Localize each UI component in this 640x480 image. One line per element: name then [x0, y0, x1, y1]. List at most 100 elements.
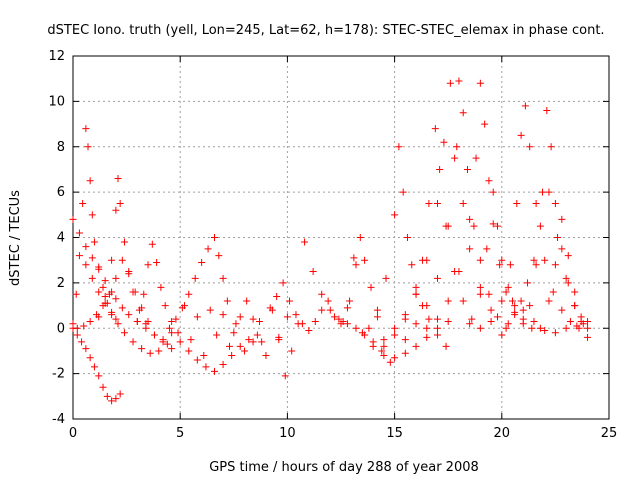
data-point: [453, 143, 461, 151]
data-point: [279, 279, 287, 287]
data-point: [536, 324, 544, 332]
data-point: [165, 324, 173, 332]
data-point: [243, 297, 251, 305]
data-point: [504, 320, 512, 328]
data-point: [506, 261, 514, 269]
data-point: [566, 317, 574, 325]
data-point: [311, 317, 319, 325]
data-point: [423, 333, 431, 341]
series-12: [273, 254, 358, 335]
data-point: [161, 302, 169, 310]
data-point: [350, 254, 358, 262]
data-point: [433, 199, 441, 207]
data-point: [324, 297, 332, 305]
data-point: [489, 220, 497, 228]
data-point: [241, 347, 249, 355]
data-point: [318, 290, 326, 298]
data-point: [103, 392, 111, 400]
data-point: [433, 324, 441, 332]
data-point: [517, 297, 525, 305]
series-10: [180, 302, 291, 359]
data-point: [155, 347, 163, 355]
series-24: [526, 106, 592, 341]
series-9: [168, 329, 261, 375]
data-point: [198, 258, 206, 266]
data-point: [129, 338, 137, 346]
data-point: [378, 347, 386, 355]
data-point: [425, 199, 433, 207]
data-point: [125, 268, 133, 276]
data-point: [256, 317, 264, 325]
data-point: [412, 283, 420, 291]
data-point: [288, 347, 296, 355]
data-point: [283, 313, 291, 321]
data-point: [275, 336, 283, 344]
data-point: [236, 342, 244, 350]
data-point: [519, 306, 527, 314]
data-point: [369, 342, 377, 350]
data-point: [84, 143, 92, 151]
data-point: [101, 299, 109, 307]
data-point: [343, 320, 351, 328]
data-point: [386, 358, 394, 366]
data-point: [470, 222, 478, 230]
series-26: [509, 297, 592, 337]
data-point: [532, 261, 540, 269]
data-point: [476, 290, 484, 298]
y-tick-label: 8: [57, 140, 65, 155]
x-tick-label: 5: [176, 426, 184, 441]
data-point: [423, 302, 431, 310]
data-point: [526, 302, 534, 310]
data-point: [571, 288, 579, 296]
data-point: [343, 304, 351, 312]
data-point: [401, 349, 409, 357]
data-point: [440, 138, 448, 146]
data-point: [513, 199, 521, 207]
data-point: [140, 290, 148, 298]
data-point: [528, 324, 536, 332]
data-point: [444, 317, 452, 325]
data-point: [558, 245, 566, 253]
data-point: [82, 125, 90, 133]
data-point: [118, 304, 126, 312]
data-point: [412, 290, 420, 298]
data-point: [530, 256, 538, 264]
data-point: [431, 125, 439, 133]
data-point: [202, 363, 210, 371]
x-axis-label: GPS time / hours of day 288 of year 2008: [209, 460, 479, 475]
data-point: [361, 256, 369, 264]
data-point: [519, 315, 527, 323]
data-point: [168, 329, 176, 337]
data-point: [551, 199, 559, 207]
data-point: [511, 311, 519, 319]
data-point: [153, 258, 161, 266]
data-point: [75, 229, 83, 237]
data-point: [191, 274, 199, 282]
data-point: [129, 288, 137, 296]
data-point: [412, 342, 420, 350]
data-point: [99, 283, 107, 291]
data-point: [584, 324, 592, 332]
data-point: [463, 165, 471, 173]
data-point: [433, 315, 441, 323]
data-point: [451, 154, 459, 162]
data-point: [133, 317, 141, 325]
data-point: [108, 256, 116, 264]
data-point: [159, 338, 167, 346]
data-point: [476, 79, 484, 87]
data-point: [273, 292, 281, 300]
data-point: [281, 372, 289, 380]
data-point: [236, 313, 244, 321]
data-point: [138, 345, 146, 353]
data-point: [487, 317, 495, 325]
x-tick-label: 15: [386, 426, 403, 441]
data-point: [468, 315, 476, 323]
data-points: [69, 77, 592, 405]
data-point: [230, 329, 238, 337]
data-point: [509, 297, 517, 305]
data-point: [305, 327, 313, 335]
data-point: [331, 313, 339, 321]
data-point: [573, 322, 581, 330]
data-point: [101, 292, 109, 300]
data-point: [395, 143, 403, 151]
